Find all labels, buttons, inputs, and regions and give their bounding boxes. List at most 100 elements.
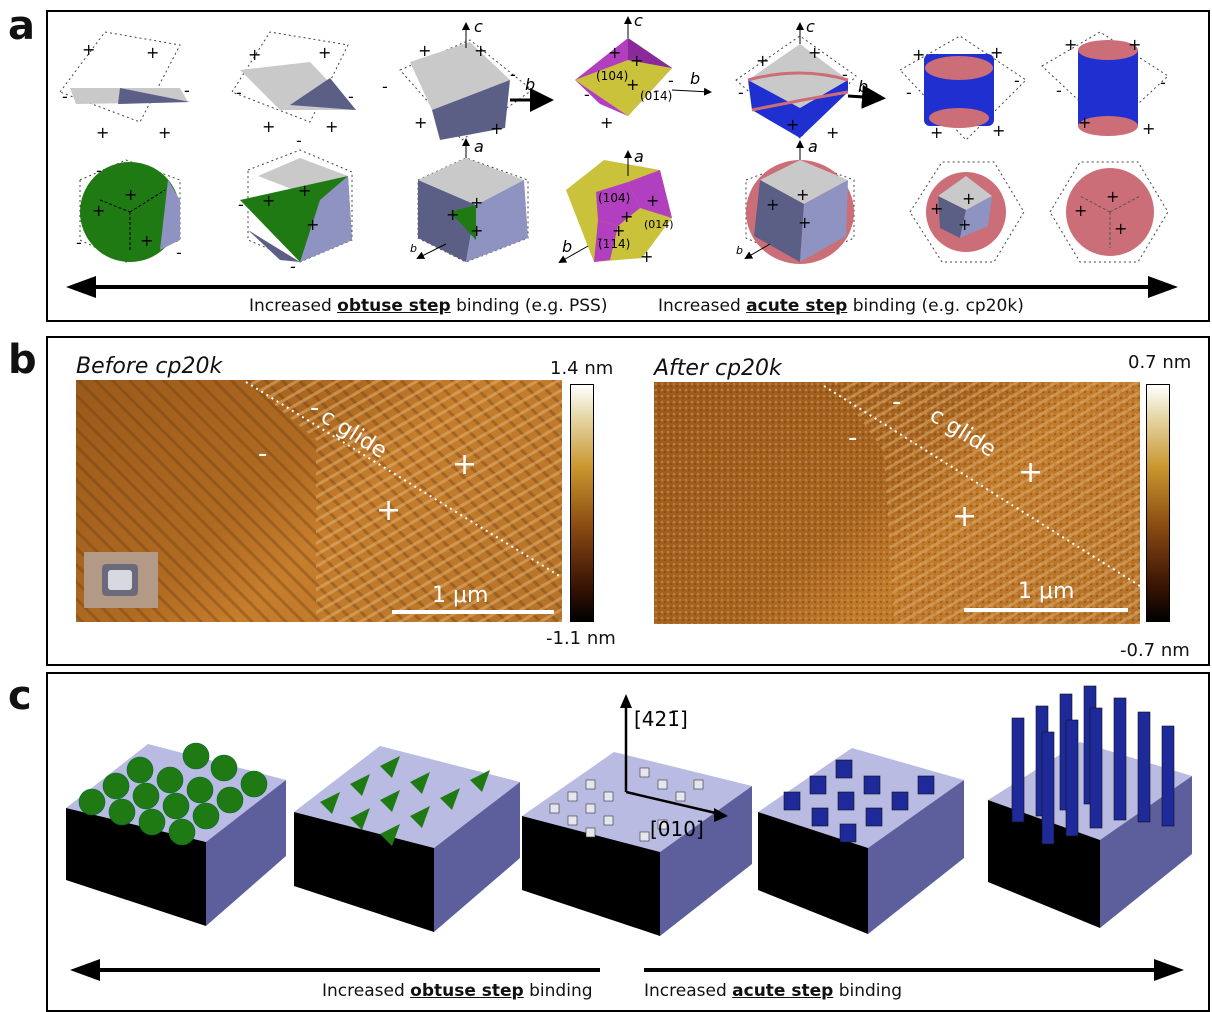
svg-text:+: + [786, 115, 799, 134]
svg-text:+: + [158, 123, 171, 142]
svg-text:-: - [848, 423, 857, 453]
svg-text:+: + [446, 205, 459, 224]
colorbar-after-max: 0.7 nm [1128, 352, 1192, 373]
svg-text:c: c [474, 17, 483, 36]
svg-text:+: + [470, 193, 483, 212]
panel-label-b: b [8, 337, 37, 383]
svg-text:-: - [382, 77, 388, 96]
svg-text:-: - [1014, 71, 1020, 90]
svg-text:+: + [92, 201, 105, 220]
svg-text:-: - [1160, 73, 1166, 92]
svg-text:-: - [176, 243, 182, 262]
block-4 [758, 748, 964, 934]
svg-text:-: - [96, 161, 102, 180]
svg-text:c: c [806, 17, 815, 36]
svg-text:(104): (104) [596, 69, 628, 83]
svg-text:+: + [912, 45, 925, 64]
svg-text:-: - [892, 387, 901, 417]
svg-text:+: + [474, 41, 487, 60]
svg-text:-: - [584, 85, 590, 104]
svg-text:-: - [236, 83, 242, 102]
panel-a-frame [46, 10, 1210, 322]
svg-text:+: + [992, 121, 1005, 140]
svg-text:+: + [826, 123, 839, 142]
svg-text:+: + [962, 189, 975, 208]
svg-text:+: + [1114, 219, 1127, 238]
crystal-top-6: + + + + - - [899, 35, 1027, 142]
svg-text:-: - [842, 65, 848, 84]
svg-text:-: - [62, 87, 68, 106]
svg-text:+: + [490, 119, 503, 138]
svg-text:+: + [796, 185, 809, 204]
svg-text:+: + [298, 181, 311, 200]
crystal-top-4: c b (104) (01̄4) + + + + - - [575, 11, 712, 132]
svg-text:a: a [474, 137, 484, 156]
svg-text:+: + [418, 41, 431, 60]
svg-text:b: b [410, 242, 417, 255]
panel-a-caption-right: Increased acute step binding (e.g. cp20k… [658, 296, 1024, 316]
colorbar-before-min: -1.1 nm [546, 628, 616, 649]
panel-label-c: c [8, 673, 32, 719]
panel-c-frame [46, 672, 1210, 1012]
svg-text:-: - [258, 439, 267, 469]
svg-text:+: + [1074, 201, 1087, 220]
crystal-top-7: + + + + - - [1041, 31, 1169, 138]
green-crystals-1 [78, 742, 268, 846]
svg-text:+: + [140, 231, 153, 250]
svg-text:-: - [184, 81, 190, 100]
svg-text:+: + [1078, 113, 1091, 132]
svg-text:b: b [858, 77, 868, 96]
svg-text:-: - [76, 233, 82, 252]
svg-text:b: b [690, 69, 700, 88]
svg-text:(01̄4): (01̄4) [640, 89, 672, 103]
svg-text:b: b [525, 75, 535, 94]
svg-text:+: + [262, 191, 275, 210]
panel-a-caption-left: Increased obtuse step binding (e.g. PSS) [249, 296, 608, 316]
svg-text:a: a [808, 137, 818, 156]
svg-text:+: + [958, 215, 971, 234]
svg-text:-: - [238, 195, 244, 214]
svg-text:+: + [766, 195, 779, 214]
crystal-bottom-7: + + + [1049, 161, 1169, 263]
crystal-top-2: + + + + - - [231, 31, 356, 136]
svg-text:1 μm: 1 μm [1018, 579, 1074, 604]
svg-text:+: + [608, 43, 621, 62]
colorbar-before [570, 384, 594, 622]
crystal-bottom-1: + + + - - - [76, 159, 182, 263]
svg-text:+: + [930, 199, 943, 218]
svg-text:+: + [146, 43, 159, 62]
colorbar-before-max: 1.4 nm [550, 358, 614, 379]
colorbar-after [1146, 384, 1170, 622]
svg-text:-: - [510, 65, 516, 84]
svg-text:1 μm: 1 μm [432, 583, 488, 608]
svg-text:b: b [562, 237, 572, 256]
svg-text:+: + [646, 191, 659, 210]
svg-text:+: + [798, 213, 811, 232]
svg-text:-: - [348, 87, 354, 106]
panel-label-a: a [8, 3, 35, 49]
svg-text:+: + [318, 43, 331, 62]
panel-c-caption-right: Increased acute step binding [644, 981, 903, 1001]
crystal-top-3: c b + + + + - - [382, 17, 554, 141]
svg-text:+: + [124, 185, 137, 204]
svg-text:-: - [906, 83, 912, 102]
svg-text:a: a [634, 147, 644, 166]
svg-text:+: + [248, 45, 261, 64]
crystal-top-1: + + + + - - [59, 31, 190, 142]
svg-text:+: + [620, 207, 633, 226]
svg-text:-: - [738, 83, 744, 102]
afm-image-after: c glide - - + + 1 μm [654, 382, 1140, 624]
svg-text:c: c [634, 11, 643, 30]
block-2 [294, 746, 520, 932]
svg-text:+: + [1106, 187, 1119, 206]
svg-text:+: + [930, 123, 943, 142]
panel-a-drawing: + + + + - - + + + + - - c b + + + + - - [59, 11, 1178, 298]
panel-b-frame [46, 336, 1210, 666]
svg-text:+: + [1128, 35, 1141, 54]
svg-text:+: + [470, 221, 483, 240]
svg-text:b: b [736, 244, 743, 257]
svg-text:+: + [325, 117, 338, 136]
svg-text:-: - [1056, 81, 1062, 100]
svg-text:+: + [96, 123, 109, 142]
crystal-bottom-6: + + + [909, 161, 1025, 263]
